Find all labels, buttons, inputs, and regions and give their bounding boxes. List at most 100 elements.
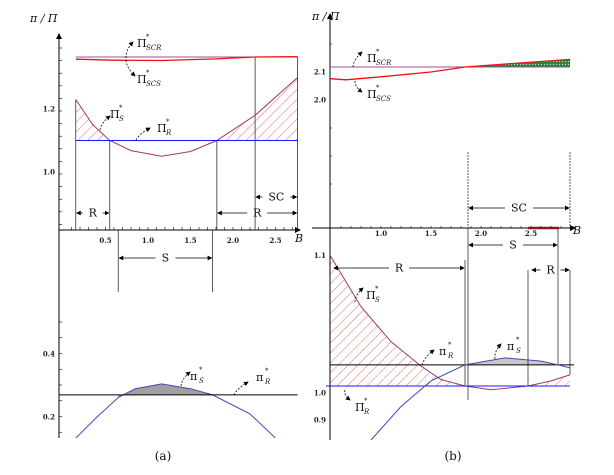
- annotation-arrow: [352, 51, 363, 68]
- region-label: SC: [511, 202, 527, 215]
- annotation-label: Π * SCS: [137, 69, 161, 88]
- y-tick-label: 1.2: [43, 105, 55, 114]
- x-tick-label: 1.0: [375, 229, 387, 238]
- annotation-star: *: [448, 341, 452, 349]
- annotation-symbol: Π: [366, 289, 376, 302]
- annotation-subscript: R: [447, 352, 454, 360]
- annotation-star: *: [265, 367, 269, 375]
- annotation-label: π * S: [190, 366, 204, 385]
- annotation-label: Π * SCR: [137, 33, 162, 52]
- x-tick-label: 1.5: [184, 236, 196, 245]
- annotation-symbol: Π: [367, 52, 377, 65]
- x-axis-label: B: [572, 224, 581, 237]
- annotation-subscript: SCR: [376, 59, 392, 67]
- hatched-region: [216, 77, 298, 141]
- x-tick-label: 1.0: [142, 236, 154, 245]
- region-label: R: [89, 207, 98, 220]
- annotation-symbol: Π: [355, 401, 365, 414]
- y-axis-label: π / Π: [311, 10, 340, 23]
- annotation-symbol: π: [439, 345, 446, 358]
- y-tick-label: 0.9: [314, 416, 326, 425]
- series-line-pi-scs: [329, 58, 571, 81]
- annotation-subscript: S: [199, 377, 204, 385]
- y-axis-title: π / Π: [29, 12, 58, 25]
- annotation-symbol: Π: [110, 108, 120, 121]
- annotation-symbol: Π: [367, 88, 377, 101]
- annotation-arrow: [421, 349, 435, 366]
- annotation-label: Π * SCR: [367, 48, 392, 67]
- annotation-star: *: [166, 118, 170, 126]
- annotation-star: *: [376, 84, 380, 92]
- annotation-symbol: Π: [157, 122, 167, 135]
- annotation-subscript: SCS: [146, 80, 161, 88]
- y-axis-label: π / Π: [29, 12, 58, 25]
- annotation-arrow: [125, 59, 136, 77]
- annotation-subscript: R: [165, 129, 172, 137]
- caption-a: (a): [155, 449, 172, 463]
- annotation-arrow: [354, 287, 364, 303]
- series-line-pi-scs: [75, 56, 298, 62]
- annotation-label: Π * SCS: [367, 84, 391, 103]
- annotation-arrow: [344, 389, 351, 401]
- annotation-label: Π * R: [157, 118, 172, 137]
- x-tick-label: 0.5: [99, 236, 111, 245]
- annotation-star: *: [119, 104, 123, 112]
- annotation-label: Π * S: [366, 285, 380, 304]
- annotation-star: *: [199, 366, 203, 374]
- shaded-region: [118, 384, 213, 398]
- annotation-label: Π * R: [355, 397, 370, 416]
- x-tick-label: 2.5: [525, 229, 537, 238]
- annotation-subscript: SCS: [376, 95, 391, 103]
- y-tick-label: 0.2: [43, 413, 55, 422]
- annotation-symbol: π: [256, 371, 263, 384]
- annotation-subscript: R: [264, 378, 271, 386]
- annotation-arrow: [354, 80, 363, 93]
- x-tick-label: 2.5: [269, 236, 281, 245]
- annotation-arrow: [99, 115, 111, 131]
- series-line-pi-s: [329, 255, 571, 391]
- hatched-region: [330, 255, 465, 386]
- annotation-symbol: Π: [137, 73, 147, 86]
- annotation-arrow: [233, 381, 249, 396]
- shaded-region: [465, 358, 558, 365]
- annotation-label: Π * S: [110, 104, 124, 123]
- y-tick-label: 1.0: [43, 168, 55, 177]
- annotation-label: π * S: [507, 336, 521, 355]
- annotation-subscript: S: [119, 115, 124, 123]
- lower-plot: [59, 383, 298, 438]
- x-tick-label: 2.0: [227, 236, 239, 245]
- annotation-star: *: [364, 397, 368, 405]
- x-tick-label: 2.0: [475, 229, 487, 238]
- annotation-subscript: S: [375, 296, 380, 304]
- y-tick-label: 2.0: [314, 96, 326, 105]
- y-tick-label: 1.0: [314, 389, 326, 398]
- annotation-arrow: [125, 41, 134, 59]
- region-label: R: [395, 262, 404, 275]
- annotation-symbol: Π: [137, 37, 147, 50]
- y-tick-label: 1.1: [314, 251, 326, 260]
- annotation-label: π * R: [256, 367, 271, 386]
- series-line-profit-s: [370, 357, 571, 440]
- annotation-subscript: S: [516, 347, 521, 355]
- annotation-star: *: [516, 336, 520, 344]
- region-label: R: [546, 264, 555, 277]
- y-tick-label: 2.1: [314, 68, 326, 77]
- caption-b: (b): [444, 449, 461, 463]
- annotation-star: *: [376, 48, 380, 56]
- annotation-star: *: [146, 33, 150, 41]
- hatched-region: [75, 99, 110, 141]
- annotation-symbol: π: [190, 370, 197, 383]
- y-axis-title: π / Π: [311, 10, 340, 23]
- hatched-region: [528, 374, 570, 386]
- annotation-star: *: [146, 69, 150, 77]
- lower-plot: [326, 255, 574, 440]
- annotation-symbol: π: [507, 340, 514, 353]
- series-line-pi-s: [75, 77, 298, 157]
- annotation-label: π * R: [439, 341, 454, 360]
- region-label: SC: [268, 191, 284, 204]
- region-label: R: [253, 207, 262, 220]
- x-axis-label: B: [294, 232, 303, 245]
- region-label: S: [162, 252, 170, 265]
- x-tick-label: 1.5: [425, 229, 437, 238]
